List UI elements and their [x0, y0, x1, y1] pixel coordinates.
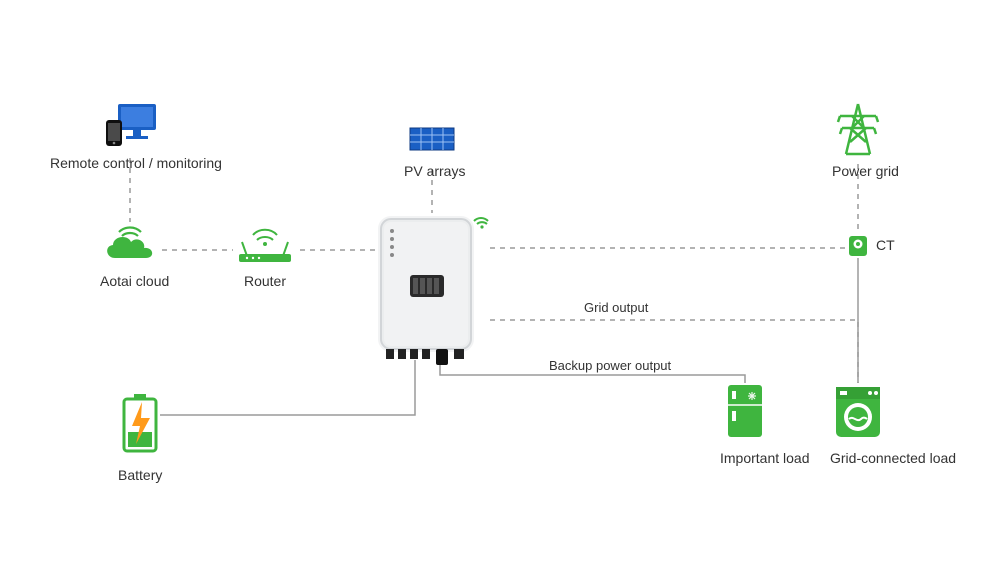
- node-remote: Remote control / monitoring: [100, 102, 160, 171]
- router-label: Router: [233, 273, 297, 289]
- node-cloud: Aotai cloud: [100, 224, 160, 289]
- edge-battery-to-inverter: [160, 360, 415, 415]
- pv-label: PV arrays: [404, 163, 460, 179]
- remote-label: Remote control / monitoring: [50, 155, 110, 171]
- edges-layer: [0, 0, 1000, 583]
- monitor-icon: [100, 102, 160, 150]
- backup-output-label: Backup power output: [545, 358, 675, 373]
- powergrid-icon: [832, 100, 884, 156]
- ct-label: CT: [876, 237, 895, 253]
- node-important-load: Important load: [720, 383, 770, 466]
- node-inverter: [378, 213, 486, 378]
- node-grid: Power grid: [832, 100, 884, 179]
- router-icon: [233, 222, 297, 268]
- battery-icon: [118, 394, 162, 456]
- gridload-label: Grid-connected load: [830, 450, 886, 466]
- cloud-label: Aotai cloud: [100, 273, 160, 289]
- node-gridload: Grid-connected load: [830, 383, 886, 466]
- node-ct: [847, 234, 869, 263]
- node-pv: PV arrays: [404, 124, 460, 179]
- important-label: Important load: [720, 450, 770, 466]
- inverter-icon: [378, 213, 490, 373]
- node-router: Router: [233, 222, 297, 289]
- grid-label: Power grid: [832, 163, 884, 179]
- pv-icon: [404, 124, 460, 158]
- fridge-icon: [720, 383, 770, 441]
- node-battery: Battery: [118, 394, 162, 483]
- washer-icon: [830, 383, 886, 441]
- grid-output-label: Grid output: [580, 300, 652, 315]
- battery-label: Battery: [118, 467, 162, 483]
- ct-icon: [847, 234, 869, 258]
- cloud-icon: [100, 224, 160, 268]
- edge-inverter-gridout-to-gridload: [490, 320, 858, 383]
